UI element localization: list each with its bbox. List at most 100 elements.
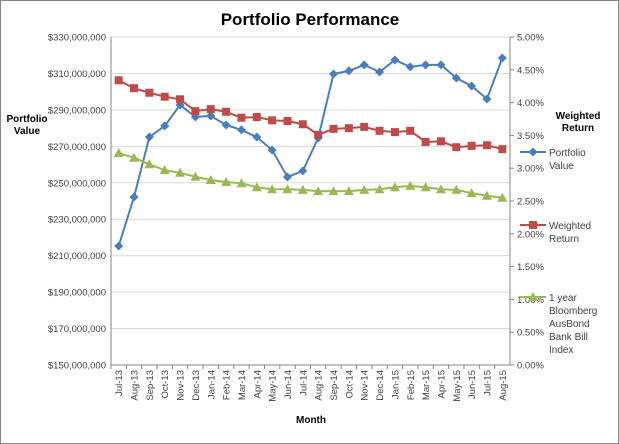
y-tick-label: $290,000,000 [48,105,106,116]
diamond-marker [482,94,492,104]
x-tick-label: Oct-13 [160,370,171,399]
y2-axis-title-line-1: Weighted [556,111,601,122]
legend-label: Index [549,345,573,356]
legend-label: Weighted [549,221,591,232]
triangle-marker [359,184,370,194]
x-tick-label: May-15 [452,370,463,402]
x-tick-label: Dec-14 [375,370,386,401]
legend-label: Portfolio [549,148,586,159]
series-weighted-return [114,76,507,154]
square-marker [482,141,491,150]
y2-tick-label: 3.50% [517,131,544,142]
legend-label: Bank Bill [549,332,588,343]
diamond-marker [144,132,154,142]
x-tick-label: Sep-14 [329,370,340,401]
triangle-marker [528,292,538,301]
x-tick-label: Jul-13 [114,370,125,396]
x-tick-label: Jun-14 [283,370,294,399]
triangle-marker [221,176,232,186]
square-marker [252,113,261,122]
triangle-marker [297,184,308,194]
diamond-marker [282,172,292,182]
triangle-marker [451,184,462,194]
triangle-marker [389,182,400,192]
diamond-marker [467,81,477,91]
x-tick-label: Jan-15 [390,370,401,399]
square-marker [452,143,461,152]
diamond-marker [359,60,369,70]
square-marker [206,105,215,114]
y-tick-label: $170,000,000 [48,324,106,335]
legend-label: Value [549,161,574,172]
square-marker [160,92,169,101]
x-tick-label: Aug-14 [314,370,325,401]
triangle-marker [313,186,324,196]
y-axis-title-line-1: Portfolio [6,114,47,125]
x-tick-label: May-14 [268,370,279,402]
x-tick-label: Feb-14 [222,370,233,400]
diamond-marker [375,67,385,77]
triangle-marker [205,175,216,185]
diamond-marker [267,145,277,155]
x-tick-label: Aug-13 [130,370,141,401]
chart-title: Portfolio Performance [221,10,400,29]
triangle-marker [343,186,354,196]
square-marker [406,126,415,135]
y-tick-label: $270,000,000 [48,142,106,153]
y-tick-label: $310,000,000 [48,69,106,80]
x-axis-title: Month [296,415,326,426]
square-marker [314,130,323,139]
square-marker [283,116,292,125]
square-marker [421,137,430,146]
square-marker [344,124,353,133]
diamond-marker [236,125,246,135]
diamond-marker [528,147,538,157]
diamond-marker [129,192,139,202]
y2-tick-label: 5.00% [517,33,544,44]
series-portfolio-value [114,53,507,251]
y-tick-label: $250,000,000 [48,178,106,189]
square-marker [375,126,384,135]
series-1-year-bloomberg-ausbond-bank-bill-index [113,148,508,202]
y2-tick-label: 3.00% [517,164,544,175]
legend-label: Return [549,234,579,245]
x-tick-label: Oct-14 [344,370,355,399]
x-tick-label: Mar-15 [421,370,432,400]
diamond-marker [298,166,308,176]
diamond-marker [344,66,354,76]
x-tick-label: Jul-14 [298,370,309,396]
diamond-marker [390,55,400,65]
series-line [117,57,504,247]
triangle-marker [497,192,508,202]
diamond-marker [206,111,216,121]
diamond-marker [421,60,431,70]
x-tick-label: Nov-14 [360,370,371,401]
x-tick-label: Apr-15 [436,370,447,399]
triangle-marker [251,182,262,192]
square-marker [191,107,200,116]
legend-label: 1 year [549,293,577,304]
triangle-marker [175,167,186,177]
triangle-marker [267,184,278,194]
square-marker [529,221,537,229]
legend-label: AusBond [549,319,590,330]
diamond-marker [497,53,507,63]
triangle-marker [435,184,446,194]
square-marker [222,107,231,116]
legend-label: Bloomberg [549,306,597,317]
square-marker [298,120,307,129]
triangle-marker [129,152,140,162]
square-marker [237,113,246,122]
triangle-marker [190,171,201,181]
triangle-marker [144,159,155,169]
y-tick-label: $330,000,000 [48,33,106,44]
diamond-marker [436,60,446,70]
y2-tick-label: 4.50% [517,65,544,76]
y-tick-label: $230,000,000 [48,215,106,226]
square-marker [268,116,277,125]
y2-tick-label: 4.00% [517,98,544,109]
x-tick-label: Dec-13 [191,370,202,401]
square-marker [176,95,185,104]
triangle-marker [282,184,293,194]
